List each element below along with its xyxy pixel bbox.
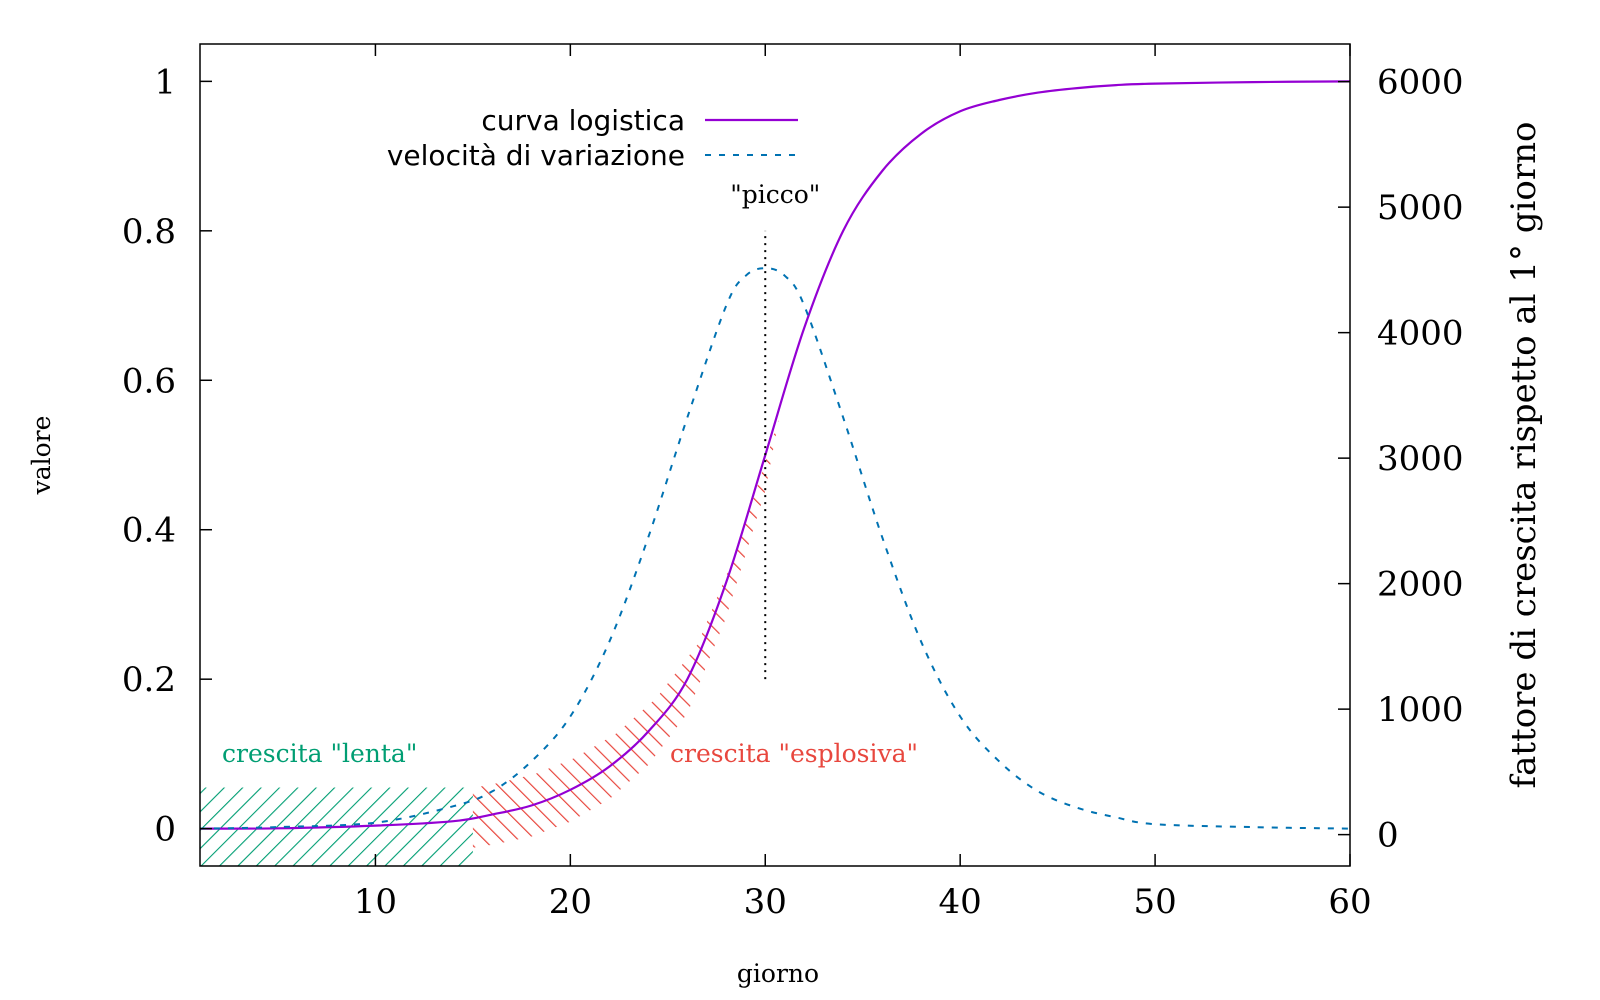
legend-label-velocita: velocità di variazione: [387, 139, 685, 172]
x-axis-label: giorno: [737, 959, 819, 988]
y-right-tick-label: 4000: [1377, 314, 1464, 354]
y-right-tick-label: 6000: [1377, 63, 1464, 103]
y-axis-left-label: valore: [27, 416, 56, 496]
y-right-tick-label: 3000: [1377, 439, 1464, 479]
y-right-tick-label: 0: [1377, 816, 1399, 856]
series-lines: [200, 80, 1350, 830]
axis-tick-labels: 10 20 30 40 50 6000.20.40.60.8101000200030004…: [122, 62, 1464, 922]
x-tick-label: 40: [939, 882, 982, 922]
y-left-tick-label: 0: [154, 810, 176, 850]
peak-label: "picco": [730, 180, 820, 209]
y-axis-right-label: fattore di crescita rispetto al 1° giorn…: [1504, 122, 1544, 789]
series-line-velocita-di-variazione: [200, 267, 1350, 830]
y-left-tick-label: 0.2: [122, 660, 176, 700]
y-right-tick-label: 5000: [1377, 188, 1464, 228]
y-left-tick-label: 0.6: [122, 361, 176, 401]
legend-label-curva-logistica: curva logistica: [481, 104, 685, 137]
plot-frame: [199, 43, 1351, 867]
region-explosive-hatch: [472, 419, 779, 848]
region-label-slow: crescita "lenta": [222, 739, 417, 768]
y-left-tick-label: 1: [154, 62, 176, 102]
legend: curva logistica velocità di variazione: [387, 104, 798, 172]
axis-ticks: [200, 44, 1351, 866]
x-tick-label: 60: [1328, 882, 1371, 922]
region-label-explosive: crescita "esplosiva": [670, 739, 918, 768]
y-left-tick-label: 0.8: [122, 212, 176, 252]
x-tick-label: 20: [549, 882, 592, 922]
y-right-tick-label: 1000: [1377, 690, 1464, 730]
hatched-regions: [200, 419, 779, 866]
x-tick-label: 30: [744, 882, 787, 922]
x-tick-label: 10: [354, 882, 397, 922]
series-line-curva-logistica: [200, 80, 1350, 830]
y-left-tick-label: 0.4: [122, 511, 176, 551]
x-tick-label: 50: [1133, 882, 1176, 922]
y-right-tick-label: 2000: [1377, 565, 1464, 605]
